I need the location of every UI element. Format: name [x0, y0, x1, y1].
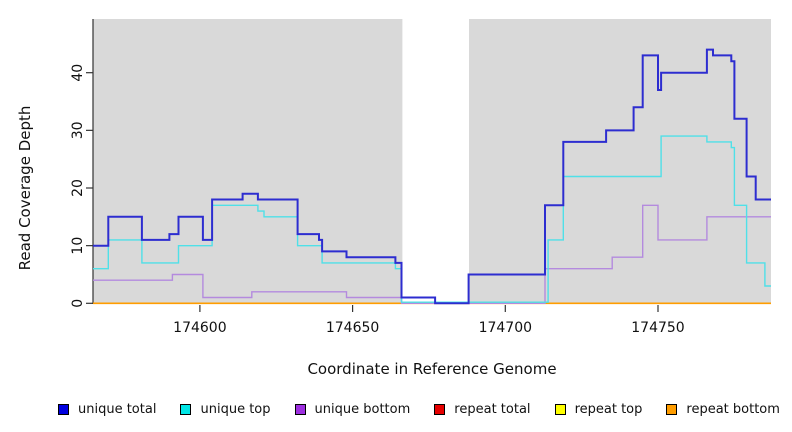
legend-swatch-repeat-top [554, 403, 566, 415]
legend-label-unique-total: unique total [78, 401, 157, 417]
legend-item-unique-bottom: unique bottom [294, 401, 411, 417]
y-tick-label: 10 [70, 237, 86, 255]
legend-swatch-unique-total [58, 403, 69, 415]
legend-swatch-unique-top [180, 403, 192, 415]
series-unique-total [93, 48, 771, 305]
x-tick-label: 174750 [631, 320, 684, 336]
legend-label-repeat-top: repeat top [574, 401, 643, 417]
legend-label-unique-top: unique top [200, 401, 271, 417]
legend-label-repeat-bottom: repeat bottom [686, 401, 780, 417]
legend-item-repeat-total: repeat total [434, 401, 531, 417]
y-axis-title: Read Coverage Depth [16, 106, 34, 271]
series-unique-top [93, 135, 771, 303]
y-tick-label: 20 [70, 179, 86, 197]
x-tick-label: 174600 [173, 320, 226, 336]
legend-swatch-unique-bottom [294, 403, 306, 415]
y-tick-label: 30 [70, 121, 86, 139]
legend-item-repeat-bottom: repeat bottom [666, 402, 780, 417]
legend: unique total unique top unique bottom re… [0, 392, 792, 426]
legend-item-repeat-top: repeat top [554, 401, 643, 417]
y-tick-label: 0 [70, 299, 86, 308]
legend-item-unique-total: unique total [58, 402, 156, 417]
plot-generated-layer: 0 10 20 30 40 174600 174650 174700 174750 [70, 19, 771, 336]
legend-swatch-repeat-bottom [666, 403, 678, 415]
legend-label-unique-bottom: unique bottom [314, 401, 411, 417]
plot-background-panel [93, 19, 403, 304]
plot-background-panel [469, 19, 771, 304]
coverage-step-plot: 0 10 20 30 40 174600 174650 174700 174750 Coordi… [16, 19, 771, 378]
x-tick-label: 174700 [479, 320, 532, 336]
legend-swatch-repeat-total [434, 403, 446, 415]
x-tick-label: 174650 [326, 320, 379, 336]
y-tick-label: 40 [70, 64, 86, 82]
series-unique-bottom [93, 204, 771, 304]
legend-item-unique-top: unique top [180, 401, 271, 417]
legend-label-repeat-total: repeat total [454, 401, 531, 417]
x-axis-title: Coordinate in Reference Genome [307, 360, 556, 378]
